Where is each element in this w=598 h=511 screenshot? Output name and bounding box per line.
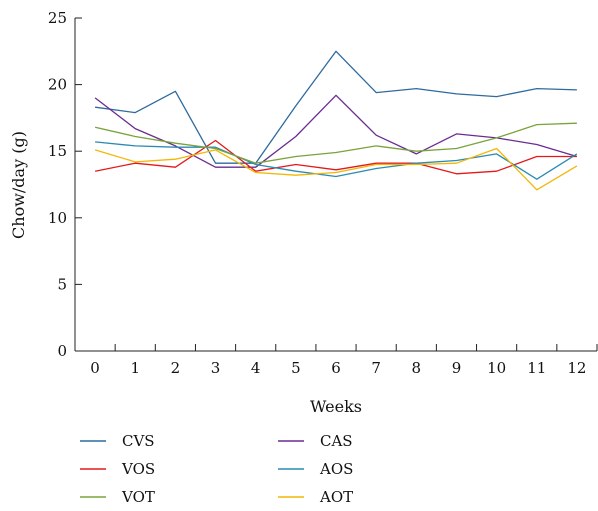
x-tick-label: 6 bbox=[331, 359, 341, 377]
y-axis-title: Chow/day (g) bbox=[9, 131, 28, 239]
x-tick-label: 2 bbox=[171, 359, 181, 377]
series-line-vos bbox=[94, 139, 577, 175]
x-axis-title: Weeks bbox=[310, 397, 362, 416]
series-lines bbox=[94, 50, 578, 191]
y-tick-label: 10 bbox=[48, 209, 67, 227]
y-axis: 0 5 10 15 20 25 bbox=[48, 9, 82, 360]
legend-label: CAS bbox=[320, 432, 353, 450]
x-tick-label: 3 bbox=[211, 359, 221, 377]
series-line-aot bbox=[94, 147, 578, 191]
legend-item-vos: VOS bbox=[80, 460, 155, 478]
legend-label: CVS bbox=[122, 432, 155, 450]
legend-item-aot: AOT bbox=[278, 488, 353, 506]
x-tick-label: 10 bbox=[487, 359, 506, 377]
legend-item-cvs: CVS bbox=[80, 432, 155, 450]
legend-item-cas: CAS bbox=[278, 432, 353, 450]
x-tick-label: 7 bbox=[371, 359, 381, 377]
y-tick-label: 0 bbox=[57, 342, 67, 360]
x-tick-label: 1 bbox=[130, 359, 140, 377]
legend: CVS CAS VOS AOS VOT AOT bbox=[80, 432, 353, 506]
y-tick-label: 15 bbox=[48, 142, 67, 160]
legend-item-aos: AOS bbox=[278, 460, 353, 478]
x-tick-label: 11 bbox=[527, 359, 546, 377]
y-tick-label: 5 bbox=[57, 275, 67, 293]
y-tick-label: 20 bbox=[48, 76, 67, 94]
x-tick-label: 12 bbox=[567, 359, 586, 377]
x-tick-label: 0 bbox=[90, 359, 100, 377]
legend-label: AOS bbox=[319, 460, 353, 478]
series-line-aos bbox=[95, 141, 578, 180]
legend-label: VOS bbox=[121, 460, 155, 478]
series-line-vot bbox=[94, 122, 577, 164]
x-tick-label: 9 bbox=[452, 359, 462, 377]
legend-item-vot: VOT bbox=[80, 488, 155, 506]
x-axis: 0 1 2 3 4 5 6 7 8 9 10 11 12 bbox=[74, 344, 598, 377]
legend-label: AOT bbox=[319, 488, 353, 506]
x-tick-label: 4 bbox=[251, 359, 261, 377]
y-tick-label: 25 bbox=[48, 9, 67, 27]
x-tick-label: 8 bbox=[412, 359, 422, 377]
x-tick-label: 5 bbox=[291, 359, 301, 377]
legend-label: VOT bbox=[121, 488, 155, 506]
series-line-cvs bbox=[95, 50, 577, 164]
